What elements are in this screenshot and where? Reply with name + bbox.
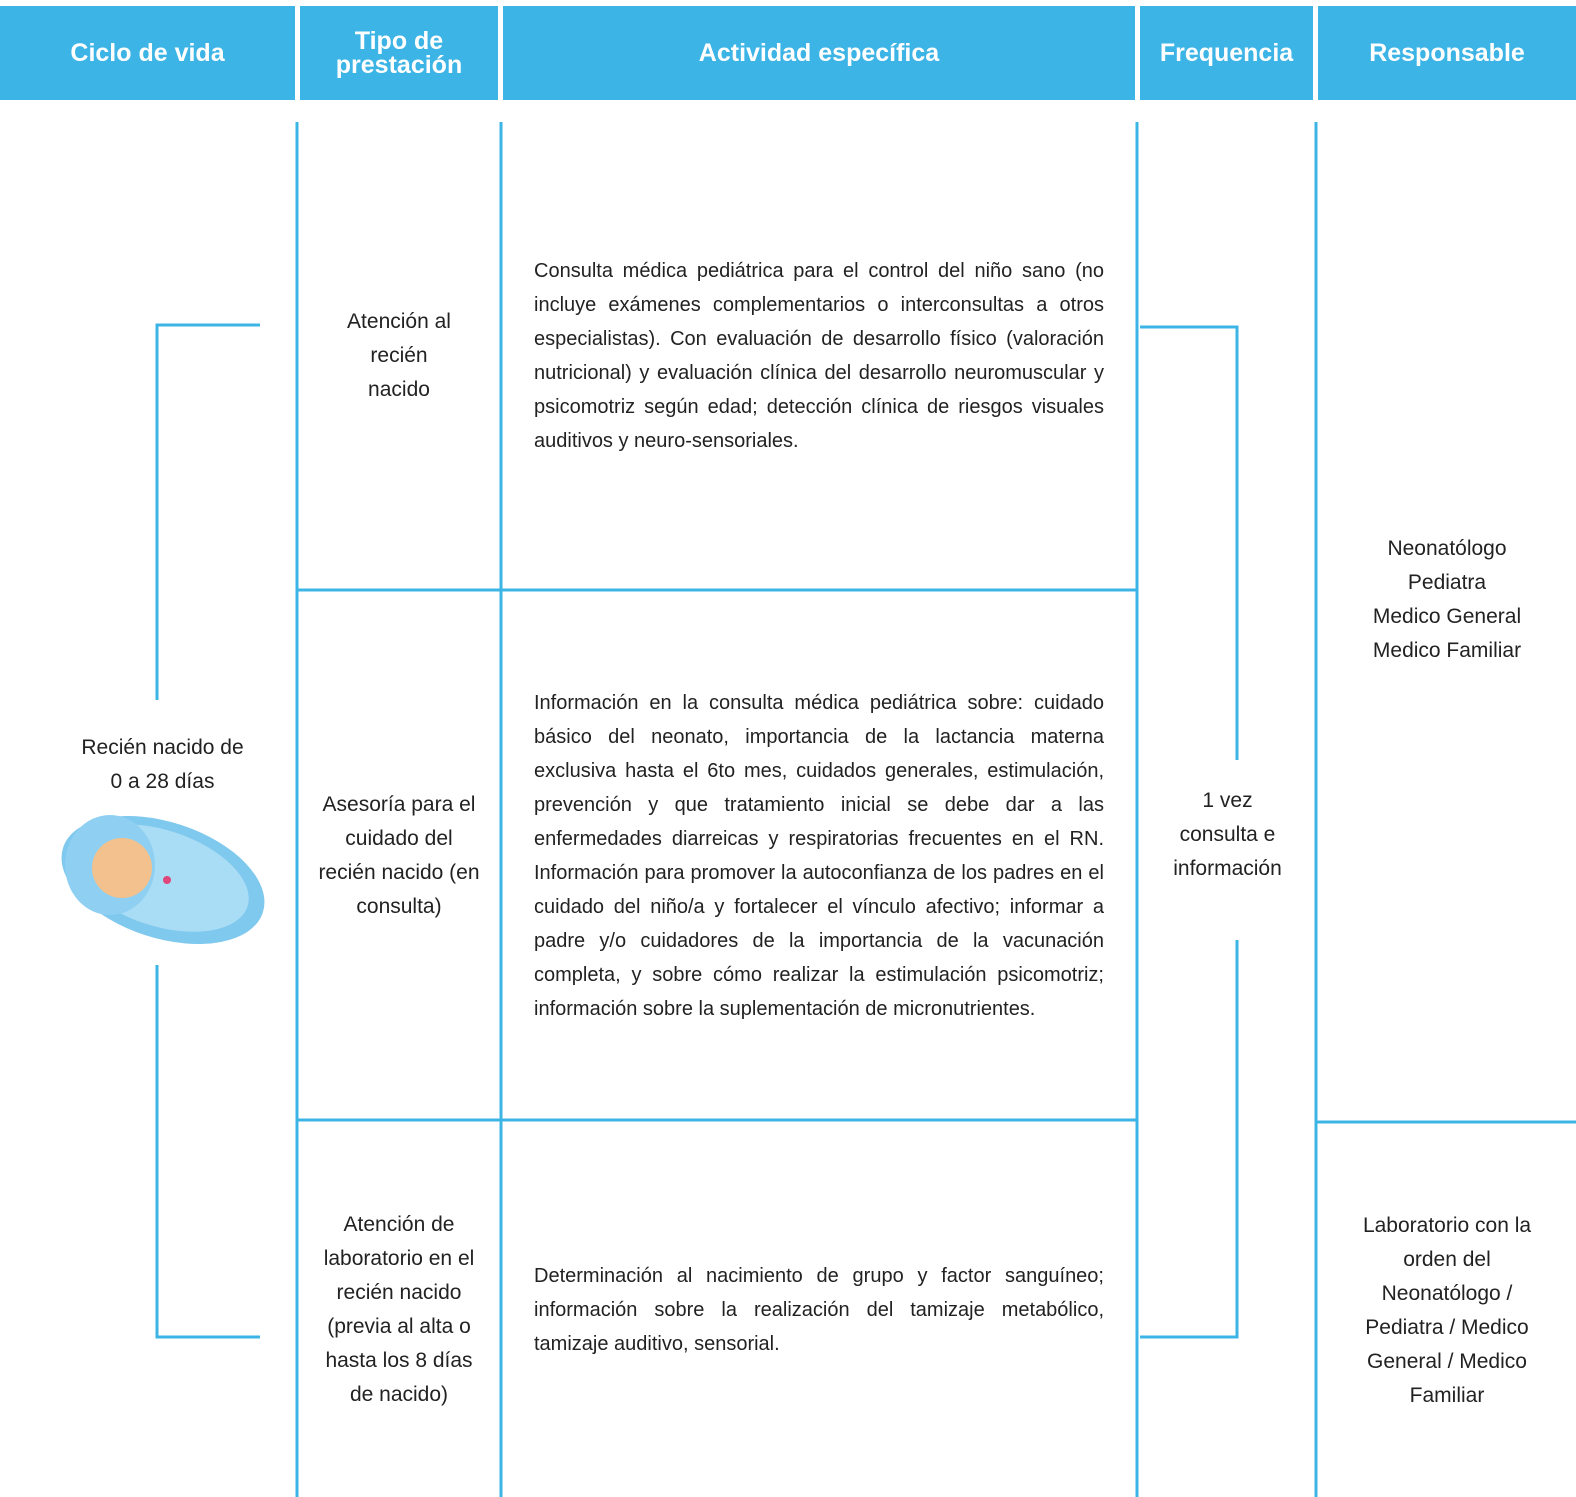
actividad: Consulta médica pediátrica para el contr… <box>534 260 1104 452</box>
header-cell: Ciclo de vida <box>0 6 295 100</box>
responsable: Neonatólogo Pediatra Medico General Medico … <box>1373 532 1521 668</box>
header-cell: Responsable <box>1318 6 1576 100</box>
actividad: Determinación al nacimiento de grupo y f… <box>534 1264 1104 1355</box>
ciclo-text: Recién nacido de 0 a 28 días <box>81 736 244 793</box>
tipo: Atención al recién nacido <box>347 310 451 401</box>
header-cell: Tipo de prestación <box>300 6 498 100</box>
responsable-line: Pediatra <box>1407 571 1487 594</box>
frecuencia: 1 vez consulta e información <box>1173 789 1282 880</box>
responsable-line: Medico Familiar <box>1372 639 1522 662</box>
tipo: Asesoría para el cuidado del recién naci… <box>318 793 480 918</box>
responsable-line: Medico General <box>1372 605 1522 628</box>
header-cell: Frequencia <box>1140 6 1313 100</box>
header-cell: Actividad específica <box>503 6 1135 100</box>
responsable: Laboratorio con la orden del Neonatólogo… <box>1362 1213 1532 1407</box>
responsable-line: Neonatólogo <box>1387 537 1507 560</box>
ciclo: Recién nacido de 0 a 28 días <box>0 725 325 805</box>
tipo: Atención de laboratorio en el recién nac… <box>323 1212 475 1406</box>
actividad: Información en la consulta médica pediát… <box>534 692 1104 1020</box>
baby-icon <box>61 815 265 944</box>
